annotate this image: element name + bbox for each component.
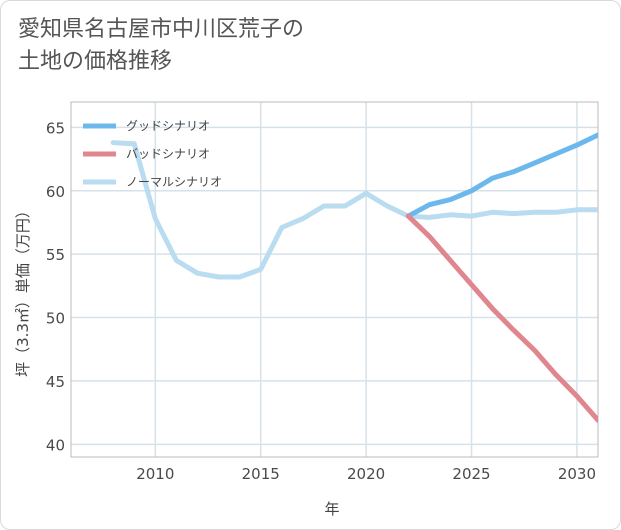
x-axis-label: 年 <box>324 500 339 518</box>
y-tick-label: 40 <box>46 436 65 454</box>
y-tick-label: 65 <box>46 119 65 137</box>
y-tick-label: 60 <box>46 183 65 201</box>
chart-title-line-2: 土地の価格推移 <box>18 49 173 74</box>
legend-label-0: グッドシナリオ <box>126 119 210 133</box>
plot-area <box>70 101 599 458</box>
series <box>110 132 598 423</box>
chart-title-line-1: 愛知県名古屋市中川区荒子の <box>18 17 305 42</box>
y-tick-label: 45 <box>46 373 65 391</box>
y-tick-label: 55 <box>46 246 65 264</box>
x-tick-label: 2010 <box>136 465 174 483</box>
x-tick-label: 2015 <box>242 465 280 483</box>
x-tick-label: 2020 <box>347 465 385 483</box>
x-tick-label: 2025 <box>452 465 490 483</box>
y-axis-label: 坪（3.3㎡）単価（万円） <box>14 203 32 377</box>
legend-label-2: ノーマルシナリオ <box>126 175 222 189</box>
y-tick-label: 50 <box>46 310 65 328</box>
x-tick-label: 2030 <box>558 465 596 483</box>
axes: 40 45 50 55 60 65 2010 2015 2020 2025 2030 <box>46 101 599 483</box>
grid <box>71 102 598 457</box>
series-line-0 <box>405 132 598 219</box>
chart-title: 愛知県名古屋市中川区荒子の 土地の価格推移 <box>18 14 304 78</box>
series-line-1 <box>405 213 598 423</box>
legend-label-1: バッドシナリオ <box>126 147 210 161</box>
series-line-2 <box>110 140 598 280</box>
